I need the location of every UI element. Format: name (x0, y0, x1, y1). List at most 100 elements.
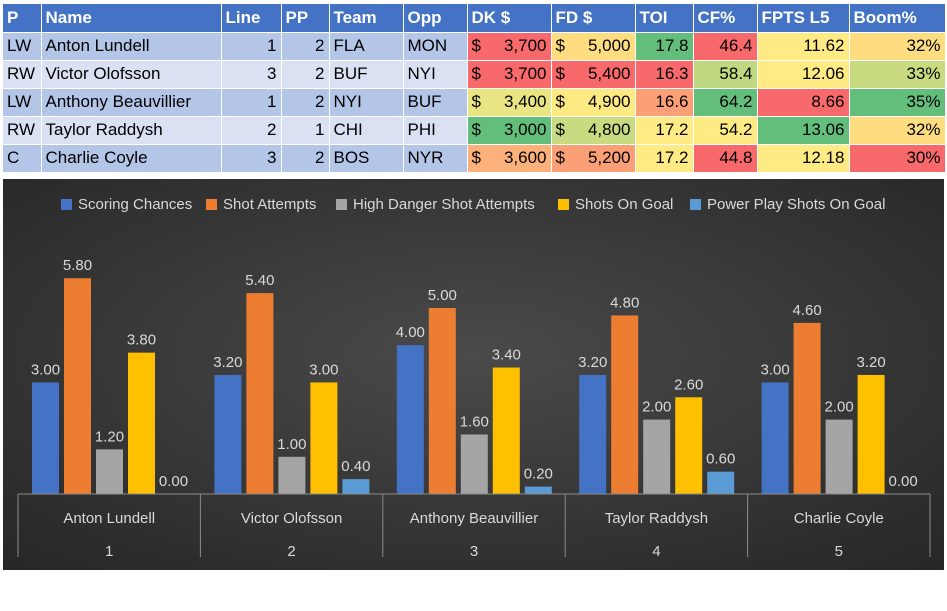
data-label-shots-on-goal-taylor-raddysh: 2.60 (674, 376, 703, 393)
table-row[interactable]: LW Anthony Beauvillier 1 2 NYI BUF $3,40… (3, 88, 946, 117)
cell-name: Taylor Raddysh (41, 116, 222, 145)
cell-opp: NYR (403, 144, 468, 173)
chart-category-axis: Anton Lundell 1 Victor Olofsson 2 Anthony Be… (17, 493, 931, 560)
data-label-shot-attempts-charlie-coyle: 4.60 (792, 302, 821, 319)
cell-line: 1 (221, 32, 282, 61)
bar-shot-attempts-charlie-coyle (793, 322, 821, 494)
col-header-position[interactable]: P (3, 4, 42, 33)
cell-team: FLA (329, 32, 404, 61)
fd-value: 5,200 (587, 148, 631, 167)
cell-toi: 17.2 (635, 116, 694, 145)
currency-symbol: $ (471, 92, 481, 111)
cell-fpts-l5: 13.06 (757, 116, 850, 145)
x-tick-number-2: 2 (287, 543, 295, 560)
legend-label-scoring-chances: Scoring Chances (78, 196, 192, 213)
bar-power-play-shots-on-goal-victor-olofsson (342, 479, 370, 494)
col-header-dk-salary[interactable]: DK $ (467, 4, 552, 33)
data-label-power-play-shots-on-goal-charlie-coyle: 0.00 (888, 473, 917, 490)
cell-name: Charlie Coyle (41, 144, 222, 173)
bar-shot-attempts-victor-olofsson (246, 293, 274, 494)
col-header-boom-pct[interactable]: Boom% (849, 4, 946, 33)
cell-fd-salary: $4,800 (551, 116, 636, 145)
data-label-shot-attempts-anthony-beauvillier: 5.00 (428, 287, 457, 304)
bar-shots-on-goal-taylor-raddysh (675, 397, 703, 494)
table-row[interactable]: RW Taylor Raddysh 2 1 CHI PHI $3,000 $4,… (3, 116, 946, 145)
data-label-scoring-chances-taylor-raddysh: 3.20 (578, 354, 607, 371)
cell-cf-pct: 44.8 (693, 144, 758, 173)
bar-scoring-chances-victor-olofsson (214, 374, 242, 494)
cell-position: RW (3, 60, 42, 89)
col-header-opp[interactable]: Opp (403, 4, 468, 33)
col-header-fpts-l5[interactable]: FPTS L5 (757, 4, 850, 33)
chart-bars (32, 278, 885, 494)
data-label-high-danger-shot-attempts-anton-lundell: 1.20 (95, 428, 124, 445)
cell-fd-salary: $5,400 (551, 60, 636, 89)
bar-high-danger-shot-attempts-anthony-beauvillier (460, 434, 488, 494)
col-header-toi[interactable]: TOI (635, 4, 694, 33)
cell-toi: 17.2 (635, 144, 694, 173)
data-label-shots-on-goal-victor-olofsson: 3.00 (309, 361, 338, 378)
cell-cf-pct: 64.2 (693, 88, 758, 117)
fd-value: 4,800 (587, 120, 631, 139)
col-header-line[interactable]: Line (221, 4, 282, 33)
bar-shots-on-goal-anton-lundell (128, 352, 155, 494)
bar-shots-on-goal-charlie-coyle (857, 374, 885, 494)
dk-value: 3,600 (503, 148, 547, 167)
bar-scoring-chances-anthony-beauvillier (396, 345, 424, 494)
dk-value: 3,000 (503, 120, 547, 139)
cell-fd-salary: $5,200 (551, 144, 636, 173)
bar-scoring-chances-anton-lundell (32, 382, 59, 494)
legend-swatch-high-danger-shot-attempts (336, 199, 347, 210)
cell-cf-pct: 58.4 (693, 60, 758, 89)
col-header-name[interactable]: Name (41, 4, 222, 33)
dk-value: 3,700 (503, 64, 547, 83)
data-label-shots-on-goal-anthony-beauvillier: 3.40 (492, 347, 521, 364)
data-label-high-danger-shot-attempts-taylor-raddysh: 2.00 (642, 399, 671, 416)
cell-opp: BUF (403, 88, 468, 117)
col-header-team[interactable]: Team (329, 4, 404, 33)
data-label-shots-on-goal-anton-lundell: 3.80 (127, 332, 156, 349)
bar-power-play-shots-on-goal-taylor-raddysh (707, 471, 735, 494)
fd-value: 4,900 (587, 92, 631, 111)
legend-label-shots-on-goal: Shots On Goal (575, 196, 673, 213)
bar-shot-attempts-taylor-raddysh (611, 315, 639, 494)
table-row[interactable]: RW Victor Olofsson 3 2 BUF NYI $3,700 $5… (3, 60, 946, 89)
cell-boom-pct: 32% (849, 116, 946, 145)
cell-boom-pct: 30% (849, 144, 946, 173)
cell-cf-pct: 46.4 (693, 32, 758, 61)
x-tick-label-anton-lundell: Anton Lundell (63, 510, 155, 527)
bar-shots-on-goal-victor-olofsson (310, 382, 338, 494)
cell-fd-salary: $4,900 (551, 88, 636, 117)
cell-team: NYI (329, 88, 404, 117)
bar-scoring-chances-charlie-coyle (761, 382, 789, 494)
col-header-fd-salary[interactable]: FD $ (551, 4, 636, 33)
legend-label-shot-attempts: Shot Attempts (223, 196, 316, 213)
data-label-shot-attempts-taylor-raddysh: 4.80 (610, 294, 639, 311)
bar-high-danger-shot-attempts-taylor-raddysh (643, 419, 671, 494)
data-label-high-danger-shot-attempts-anthony-beauvillier: 1.60 (460, 413, 489, 430)
cell-fpts-l5: 11.62 (757, 32, 850, 61)
cell-pp: 1 (281, 116, 330, 145)
currency-symbol: $ (555, 120, 565, 139)
bar-high-danger-shot-attempts-anton-lundell (96, 449, 123, 494)
currency-symbol: $ (555, 64, 565, 83)
data-label-scoring-chances-charlie-coyle: 3.00 (760, 361, 789, 378)
x-tick-label-victor-olofsson: Victor Olofsson (241, 510, 342, 527)
fd-value: 5,000 (587, 36, 631, 55)
currency-symbol: $ (471, 148, 481, 167)
table-row[interactable]: C Charlie Coyle 3 2 BOS NYR $3,600 $5,20… (3, 144, 946, 173)
col-header-cf-pct[interactable]: CF% (693, 4, 758, 33)
player-table: P Name Line PP Team Opp DK $ FD $ TOI CF… (3, 4, 946, 173)
data-label-power-play-shots-on-goal-anthony-beauvillier: 0.20 (524, 466, 553, 483)
data-label-scoring-chances-victor-olofsson: 3.20 (213, 354, 242, 371)
data-label-high-danger-shot-attempts-charlie-coyle: 2.00 (824, 399, 853, 416)
chart-background (3, 179, 944, 570)
cell-name: Victor Olofsson (41, 60, 222, 89)
dk-value: 3,700 (503, 36, 547, 55)
legend-swatch-shot-attempts (206, 199, 217, 210)
col-header-pp[interactable]: PP (281, 4, 330, 33)
table-row[interactable]: LW Anton Lundell 1 2 FLA MON $3,700 $5,0… (3, 32, 946, 61)
data-label-shot-attempts-victor-olofsson: 5.40 (245, 272, 274, 289)
cell-dk-salary: $3,600 (467, 144, 552, 173)
cell-position: LW (3, 88, 42, 117)
